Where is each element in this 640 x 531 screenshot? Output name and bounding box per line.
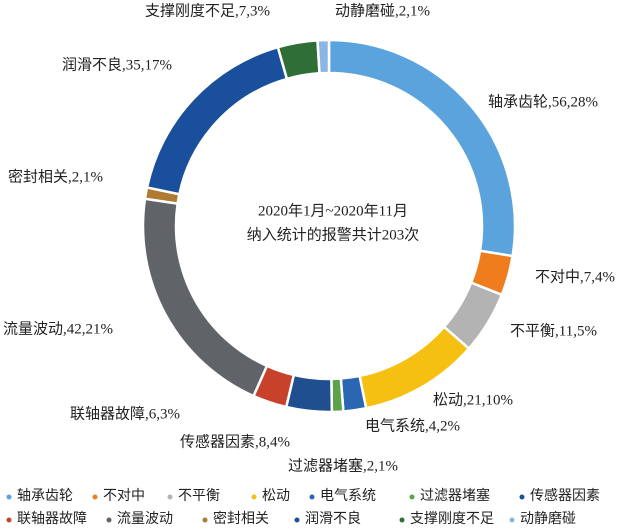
data-label: 密封相关,2,1% [8, 168, 103, 185]
data-label: 过滤器堵塞,2,1% [288, 456, 398, 474]
legend-marker [251, 494, 257, 500]
legend-marker [6, 494, 12, 500]
center-text: 2020年1月~2020年11月 [258, 202, 408, 219]
legend-label: 松动 [262, 488, 290, 504]
legend-marker [519, 494, 525, 500]
legend-label: 支撑刚度不足 [410, 511, 494, 527]
legend-label: 润滑不良 [305, 510, 361, 527]
legend-label: 传感器因素 [530, 487, 600, 504]
legend-label: 轴承齿轮 [17, 488, 73, 504]
legend-marker [409, 494, 415, 500]
data-label: 轴承齿轮,56,28% [488, 93, 598, 110]
legend-label: 流量波动 [117, 511, 173, 527]
data-label: 流量波动,42,21% [3, 320, 113, 337]
data-label: 动静磨碰,2,1% [335, 2, 430, 19]
legend-marker [202, 517, 208, 523]
donut-segment [276, 39, 321, 81]
data-label: 联轴器故障,6,3% [70, 404, 180, 422]
legend-marker [6, 517, 12, 523]
donut-segment [330, 377, 345, 414]
legend-label: 电气系统 [320, 488, 376, 504]
data-label: 支撑刚度不足,7,3% [145, 2, 270, 19]
data-label: 传感器因素,8,4% [180, 433, 290, 450]
legend-marker [106, 517, 112, 523]
data-label: 不平衡,11,5% [510, 322, 597, 339]
legend-label: 过滤器堵塞 [420, 487, 490, 504]
legend-label: 联轴器故障 [17, 511, 87, 527]
legend-marker [399, 517, 405, 523]
data-label: 不对中,7,4% [535, 268, 615, 285]
data-label: 润滑不良,35,17% [62, 56, 172, 73]
legend-marker [167, 494, 173, 500]
donut-segment [327, 38, 517, 258]
legend-marker [509, 517, 515, 523]
data-label: 电气系统,4,2% [365, 417, 460, 434]
legend-label: 不平衡 [178, 488, 220, 504]
legend-label: 动静磨碰 [520, 511, 576, 527]
legend-label: 不对中 [103, 488, 145, 504]
legend-label: 密封相关 [213, 510, 269, 527]
data-label: 松动,21,10% [433, 391, 513, 408]
legend-marker [309, 494, 315, 500]
donut-segment [316, 38, 331, 75]
center-text: 纳入统计的报警共计203次 [247, 226, 420, 243]
legend-marker [294, 517, 300, 523]
legend-marker [92, 494, 98, 500]
